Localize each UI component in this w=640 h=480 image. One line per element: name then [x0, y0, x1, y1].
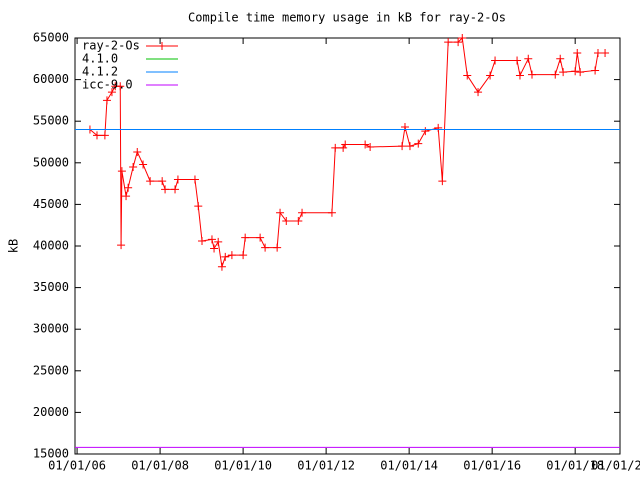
y-tick-label: 40000	[33, 239, 69, 253]
y-tick-label: 35000	[33, 280, 69, 294]
data-point	[133, 147, 142, 156]
data-point	[414, 139, 423, 148]
data-point	[282, 217, 291, 226]
data-point	[341, 140, 350, 149]
legend-label: 4.1.2	[82, 65, 118, 79]
data-point	[139, 160, 148, 169]
y-tick-label: 30000	[33, 322, 69, 336]
x-tick-label: 01/01/12	[297, 459, 355, 473]
data-point	[486, 71, 495, 80]
data-point	[221, 252, 230, 261]
y-tick-label: 45000	[33, 197, 69, 211]
data-point	[331, 143, 340, 152]
data-point	[559, 68, 568, 77]
data-point	[491, 56, 500, 65]
y-tick-label: 55000	[33, 114, 69, 128]
data-point	[463, 71, 472, 80]
plot-border	[74, 37, 621, 455]
data-point	[116, 82, 125, 91]
data-point	[207, 235, 216, 244]
data-point	[444, 38, 453, 47]
y-tick-label: 60000	[33, 72, 69, 86]
data-point	[294, 217, 303, 226]
legend-label: 4.1.0	[82, 52, 118, 66]
legend-marker	[158, 42, 166, 50]
data-point	[571, 67, 580, 76]
data-point	[361, 140, 370, 149]
data-point	[190, 175, 199, 184]
data-point	[298, 208, 307, 217]
data-point	[122, 192, 131, 201]
x-tick-label: 01/01/16	[463, 459, 521, 473]
data-point	[474, 88, 483, 97]
x-tick-label: 01/01/06	[48, 459, 106, 473]
data-point	[100, 131, 109, 140]
series-line	[89, 36, 606, 267]
data-point	[194, 202, 203, 211]
x-tick-label: 01/01/14	[380, 459, 438, 473]
data-point	[594, 48, 603, 57]
data-point	[421, 127, 430, 136]
data-point	[366, 142, 375, 151]
data-point	[102, 96, 111, 105]
data-point	[227, 251, 236, 260]
data-point	[161, 185, 170, 194]
legend-label: icc-9.0	[82, 78, 133, 92]
data-point	[528, 70, 537, 79]
y-tick-label: 25000	[33, 363, 69, 377]
data-point	[117, 167, 126, 176]
data-point	[273, 243, 282, 252]
data-point	[576, 68, 585, 77]
data-point	[515, 71, 524, 80]
data-point	[454, 38, 463, 47]
x-tick-label: 01/01/08	[131, 459, 189, 473]
x-tick-label: 01/01/10	[214, 459, 272, 473]
data-point	[171, 185, 180, 194]
data-point	[173, 175, 182, 184]
y-tick-label: 50000	[33, 155, 69, 169]
chart-title: Compile time memory usage in kB for ray-…	[188, 11, 506, 25]
x-tick-label: 01/01/20	[591, 459, 640, 473]
data-point	[214, 237, 223, 246]
data-point	[158, 177, 167, 186]
data-point	[513, 56, 522, 65]
data-point	[591, 66, 600, 75]
y-tick-label: 20000	[33, 405, 69, 419]
data-point	[458, 34, 467, 42]
y-axis-label: kB	[7, 239, 21, 253]
legend-label: ray-2-Os	[82, 39, 140, 53]
data-point	[405, 142, 414, 151]
data-point	[601, 48, 610, 57]
data-point	[241, 233, 250, 242]
data-point	[107, 88, 116, 97]
data-point	[524, 54, 533, 63]
data-point	[573, 48, 582, 57]
x-tick-label: 01/01/18	[546, 459, 604, 473]
data-point	[339, 143, 348, 152]
data-point	[438, 177, 447, 186]
data-point	[117, 241, 126, 250]
data-point	[198, 237, 207, 246]
data-point	[276, 208, 285, 217]
data-point	[146, 177, 155, 186]
data-point	[124, 183, 133, 192]
data-point	[551, 70, 560, 79]
data-point	[129, 162, 138, 171]
data-point	[261, 243, 270, 252]
data-point	[398, 142, 407, 151]
data-point	[210, 244, 219, 253]
data-point	[556, 54, 565, 63]
data-point	[327, 208, 336, 217]
data-point	[92, 131, 101, 140]
data-point	[239, 251, 248, 260]
y-tick-label: 15000	[33, 447, 69, 461]
data-point	[217, 262, 226, 271]
y-tick-label: 65000	[33, 31, 69, 45]
data-point	[256, 233, 265, 242]
data-point	[434, 123, 443, 132]
